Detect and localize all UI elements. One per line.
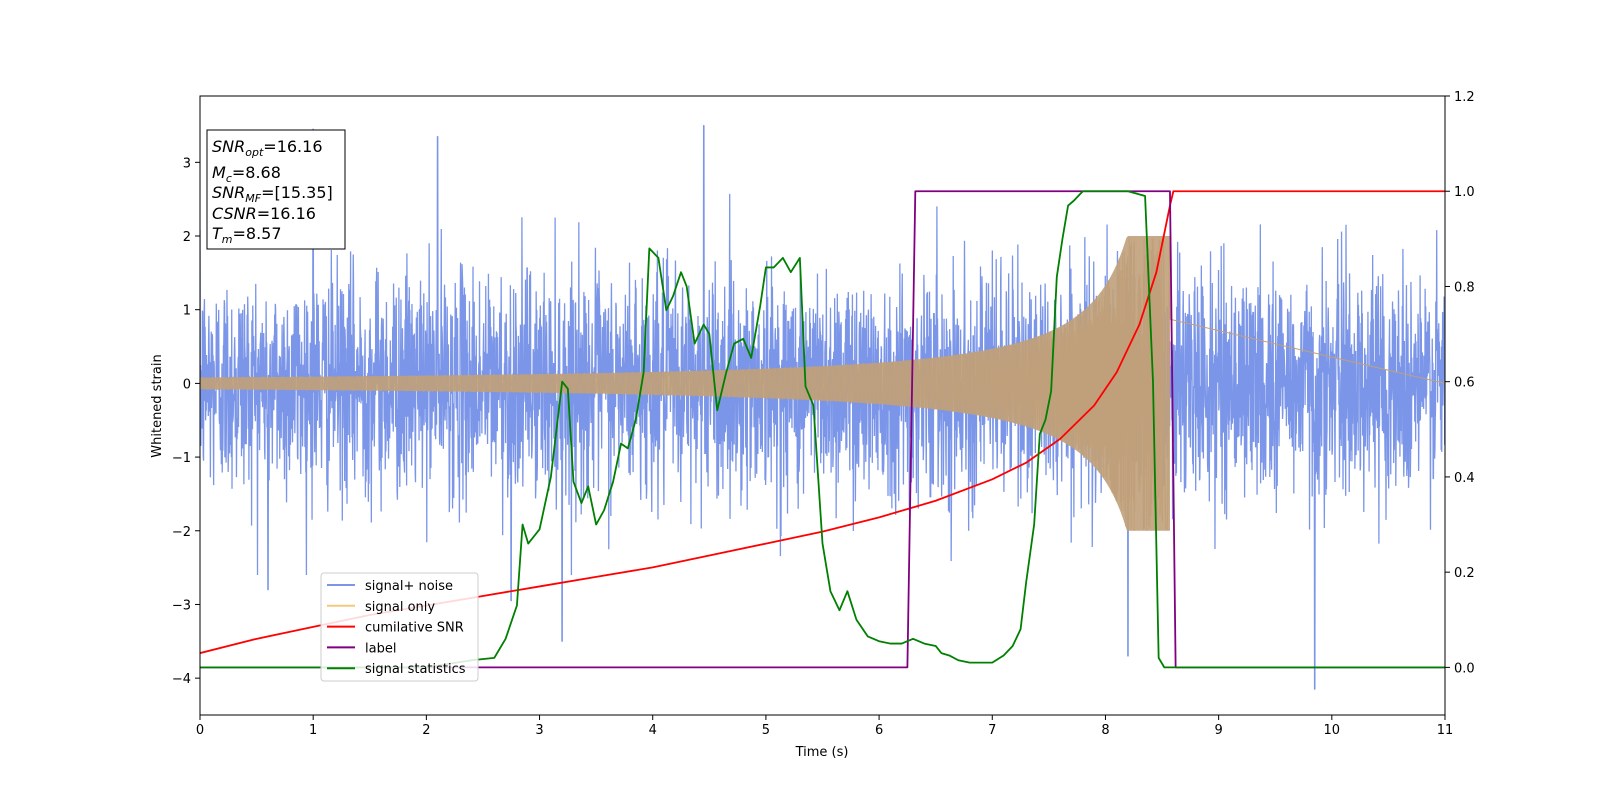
y-left-tick-label: 1 bbox=[183, 304, 191, 319]
series-signal-statistics-line bbox=[200, 190, 1445, 669]
y-right-tick-label: 0.8 bbox=[1454, 280, 1475, 295]
annotation-value: =8.57 bbox=[233, 224, 282, 243]
x-tick-label: 6 bbox=[875, 723, 883, 738]
x-tick-label: 0 bbox=[196, 723, 204, 738]
annotation-value: =8.68 bbox=[232, 163, 281, 182]
annotation-symbol: CSNR bbox=[212, 204, 257, 223]
annotation-symbol: SNR bbox=[212, 183, 245, 202]
annotation-line: CSNR=16.16 bbox=[212, 204, 316, 223]
x-tick-label: 2 bbox=[422, 723, 430, 738]
annotation-symbol: SNR bbox=[212, 137, 245, 156]
y-left-tick-label: 3 bbox=[183, 156, 191, 171]
y-left-tick-label: −4 bbox=[172, 672, 191, 687]
y-left-tick-label: −3 bbox=[172, 598, 191, 613]
y-left-tick-label: −1 bbox=[172, 451, 191, 466]
legend-label: signal only bbox=[365, 600, 435, 615]
annotation-subscript: c bbox=[226, 172, 232, 185]
y-left-tick-label: 0 bbox=[183, 377, 191, 392]
x-tick-label: 10 bbox=[1324, 723, 1341, 738]
annotation-subscript: opt bbox=[245, 146, 264, 159]
series-signal-only-envelope bbox=[200, 236, 1170, 531]
annotation-line: SNRopt=16.16 bbox=[212, 137, 323, 159]
y-right-tick-label: 0.0 bbox=[1454, 661, 1475, 676]
y-left-tick-label: 2 bbox=[183, 230, 191, 245]
series-signal-only-line bbox=[200, 236, 1445, 531]
y-right-tick-label: 1.2 bbox=[1454, 90, 1475, 105]
annotation-line: SNRMF=[15.35] bbox=[212, 183, 333, 205]
x-axis-title: Time (s) bbox=[795, 745, 849, 760]
x-axis: 0 1 2 3 4 5 6 7 8 9 10 11 bbox=[196, 715, 1453, 738]
x-tick-label: 9 bbox=[1214, 723, 1222, 738]
x-tick-label: 1 bbox=[309, 723, 317, 738]
y-axis-right: 0.0 0.2 0.4 0.6 0.8 1.0 1.2 bbox=[1445, 90, 1475, 676]
y-right-tick-label: 0.6 bbox=[1454, 376, 1475, 391]
x-tick-label: 5 bbox=[762, 723, 770, 738]
annotation-symbol: T bbox=[212, 224, 223, 243]
annotation-symbol: M bbox=[212, 163, 226, 182]
annotation-line: Tm=8.57 bbox=[212, 224, 282, 246]
legend-label: label bbox=[365, 641, 396, 656]
annotation-frame bbox=[206, 129, 346, 250]
annotation-line: Mc=8.68 bbox=[212, 163, 281, 185]
annotation-box: SNRopt=16.16Mc=8.68SNRMF=[15.35]CSNR=16.… bbox=[206, 129, 346, 250]
annotation-value: =16.16 bbox=[257, 204, 316, 223]
legend: signal+ noise signal only cumilative SNR la… bbox=[320, 572, 479, 682]
annotation-value: =16.16 bbox=[263, 137, 322, 156]
annotation-value: =[15.35] bbox=[261, 183, 333, 202]
legend-frame bbox=[320, 572, 479, 682]
x-tick-label: 7 bbox=[988, 723, 996, 738]
x-tick-label: 11 bbox=[1437, 723, 1454, 738]
y-axis-title: Whitened strain bbox=[150, 354, 165, 457]
y-axis-left: −4 −3 −2 −1 0 1 2 3 bbox=[172, 156, 200, 687]
x-tick-label: 8 bbox=[1101, 723, 1109, 738]
x-tick-label: 4 bbox=[649, 723, 657, 738]
x-tick-label: 3 bbox=[535, 723, 543, 738]
y-right-tick-label: 1.0 bbox=[1454, 185, 1475, 200]
y-left-tick-label: −2 bbox=[172, 525, 191, 540]
annotation-subscript: m bbox=[222, 233, 233, 246]
legend-label: cumilative SNR bbox=[365, 621, 464, 636]
legend-label: signal+ noise bbox=[365, 579, 453, 594]
y-right-tick-label: 0.4 bbox=[1454, 471, 1475, 486]
annotation-subscript: MF bbox=[245, 192, 261, 205]
axes-frame bbox=[199, 95, 1446, 716]
legend-label: signal statistics bbox=[365, 662, 466, 677]
y-right-tick-label: 0.2 bbox=[1454, 566, 1475, 581]
